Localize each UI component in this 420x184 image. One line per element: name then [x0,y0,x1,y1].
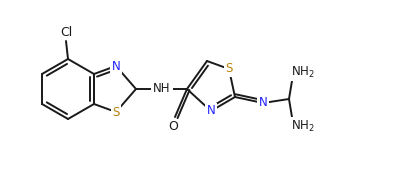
Text: N: N [259,96,268,109]
Text: NH$_2$: NH$_2$ [291,118,315,134]
Text: S: S [112,105,120,118]
Text: N: N [207,105,215,118]
Text: NH$_2$: NH$_2$ [291,64,315,79]
Text: O: O [168,121,178,134]
Text: NH: NH [153,82,171,95]
Text: N: N [112,59,121,72]
Text: Cl: Cl [60,26,72,38]
Text: S: S [225,63,233,75]
